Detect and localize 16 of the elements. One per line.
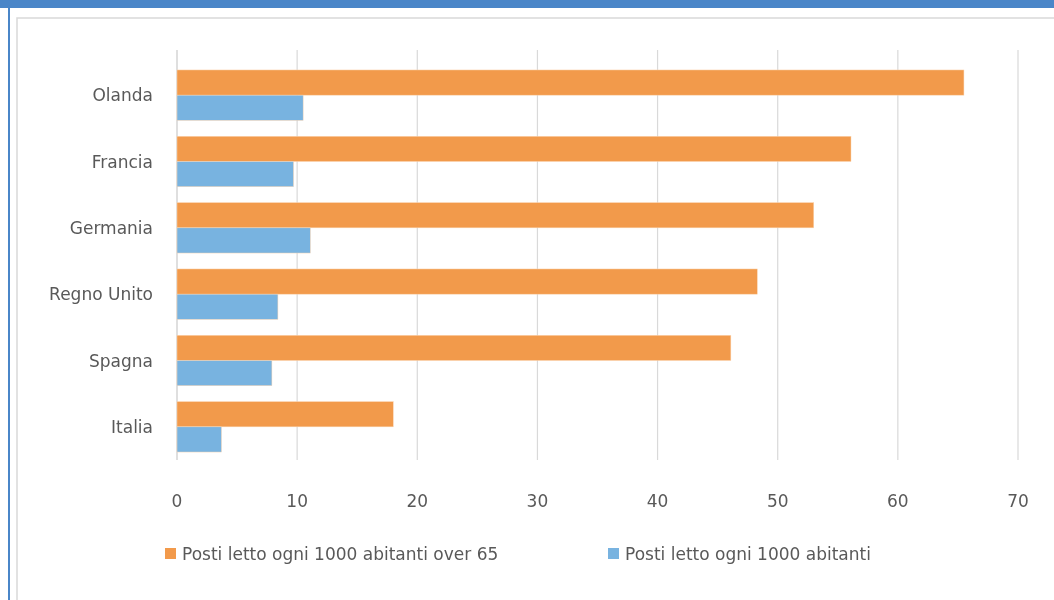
x-tick-label: 20: [406, 491, 429, 511]
x-tick-label: 60: [887, 491, 909, 511]
y-tick-label: Italia: [111, 416, 153, 437]
y-tick-label: Regno Unito: [49, 284, 153, 305]
legend-label: Posti letto ogni 1000 abitanti: [625, 544, 871, 564]
x-tick-label: 30: [526, 491, 549, 511]
x-tick-label: 10: [286, 491, 308, 511]
x-tick-label: 0: [171, 491, 183, 511]
x-tick-label: 70: [1007, 491, 1029, 511]
legend-label: Posti letto ogni 1000 abitanti over 65: [182, 544, 499, 564]
y-tick-label: Spagna: [89, 350, 153, 371]
x-tick-label: 40: [646, 491, 669, 511]
y-tick-label: Germania: [69, 217, 153, 238]
x-tick-label: 50: [766, 491, 789, 511]
y-tick-label: Francia: [91, 151, 153, 172]
y-tick-label: Olanda: [92, 85, 153, 106]
